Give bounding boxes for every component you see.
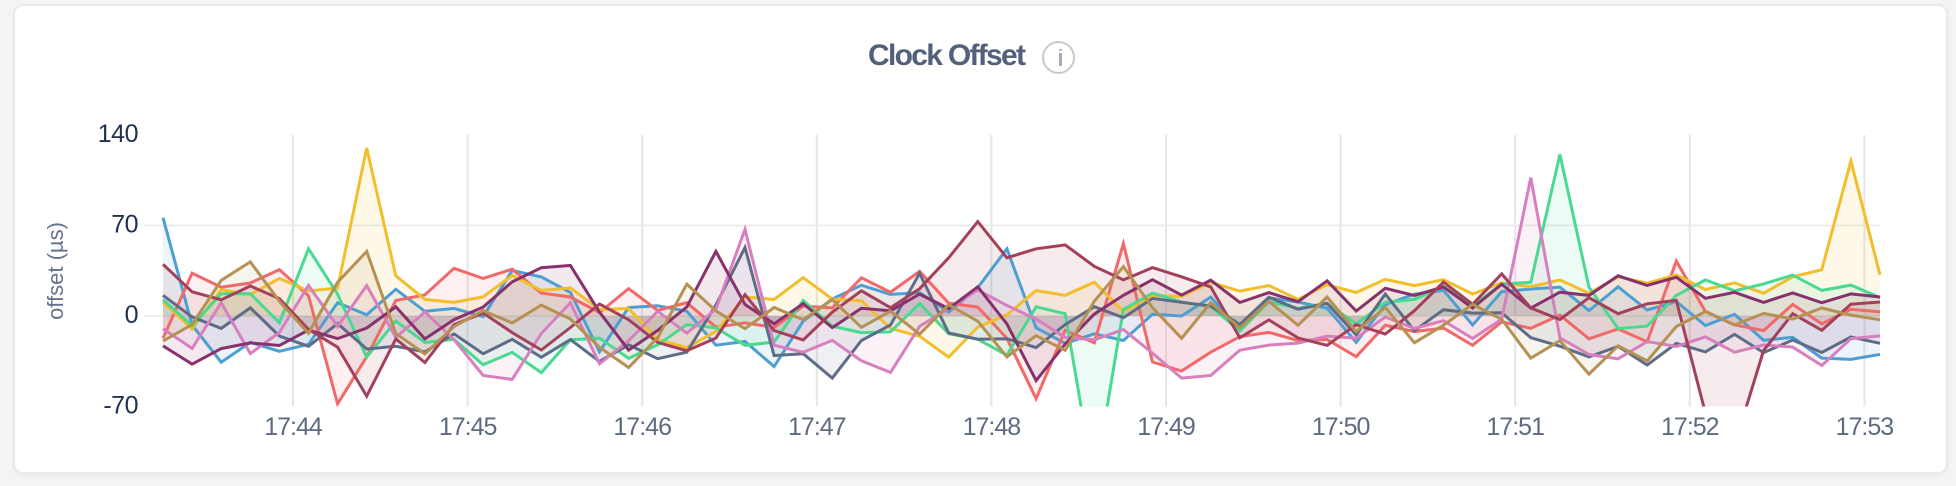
svg-text:17:51: 17:51 bbox=[1486, 413, 1544, 441]
svg-text:17:48: 17:48 bbox=[963, 413, 1021, 441]
svg-text:0: 0 bbox=[125, 301, 138, 329]
svg-text:-70: -70 bbox=[103, 392, 138, 420]
svg-text:17:47: 17:47 bbox=[788, 413, 846, 441]
svg-text:140: 140 bbox=[98, 120, 138, 148]
svg-text:17:53: 17:53 bbox=[1836, 413, 1894, 441]
svg-text:17:44: 17:44 bbox=[264, 413, 323, 441]
svg-text:17:50: 17:50 bbox=[1312, 413, 1370, 441]
svg-text:70: 70 bbox=[111, 211, 138, 239]
svg-text:17:52: 17:52 bbox=[1661, 413, 1719, 441]
svg-text:17:49: 17:49 bbox=[1137, 413, 1195, 441]
svg-text:17:45: 17:45 bbox=[439, 413, 497, 441]
svg-text:17:46: 17:46 bbox=[613, 413, 671, 441]
